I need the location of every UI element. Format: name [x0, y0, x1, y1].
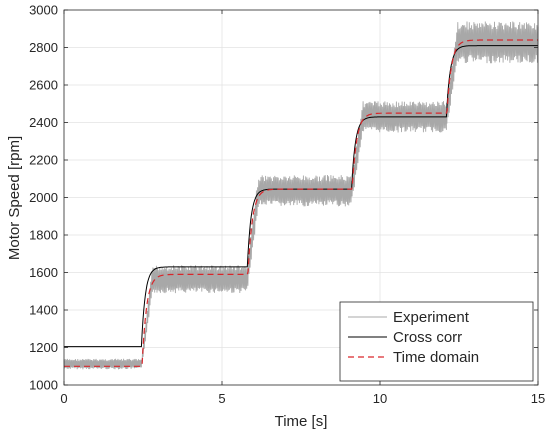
- legend-label-experiment: Experiment: [393, 309, 470, 326]
- y-tick-label: 1800: [29, 228, 58, 243]
- series-layer: [63, 21, 539, 370]
- x-tick-label: 15: [531, 391, 545, 406]
- legend-label-cross-corr: Cross corr: [393, 329, 462, 346]
- y-tick-label: 1600: [29, 265, 58, 280]
- series-time-domain: [64, 39, 538, 367]
- y-tick-label: 3000: [29, 3, 58, 18]
- y-tick-label: 2400: [29, 115, 58, 130]
- y-tick-label: 2800: [29, 40, 58, 55]
- y-axis-label: Motor Speed [rpm]: [6, 136, 23, 260]
- axis-ticks: 0 5 10 15 1000 1200 1400 1600 1800 2000 2200 2400 26…: [29, 3, 545, 407]
- legend: Experiment Cross corr Time domain: [339, 301, 534, 382]
- x-tick-label: 5: [218, 391, 225, 406]
- y-tick-label: 2200: [29, 153, 58, 168]
- legend-box: [339, 301, 534, 382]
- y-tick-label: 1200: [29, 340, 58, 355]
- y-tick-label: 2600: [29, 78, 58, 93]
- y-tick-label: 1000: [29, 378, 58, 393]
- x-tick-label: 10: [373, 391, 387, 406]
- legend-label-time-domain: Time domain: [393, 349, 479, 366]
- y-tick-label: 1400: [29, 303, 58, 318]
- x-tick-label: 0: [60, 391, 67, 406]
- x-axis-label: Time [s]: [275, 413, 328, 430]
- y-tick-label: 2000: [29, 190, 58, 205]
